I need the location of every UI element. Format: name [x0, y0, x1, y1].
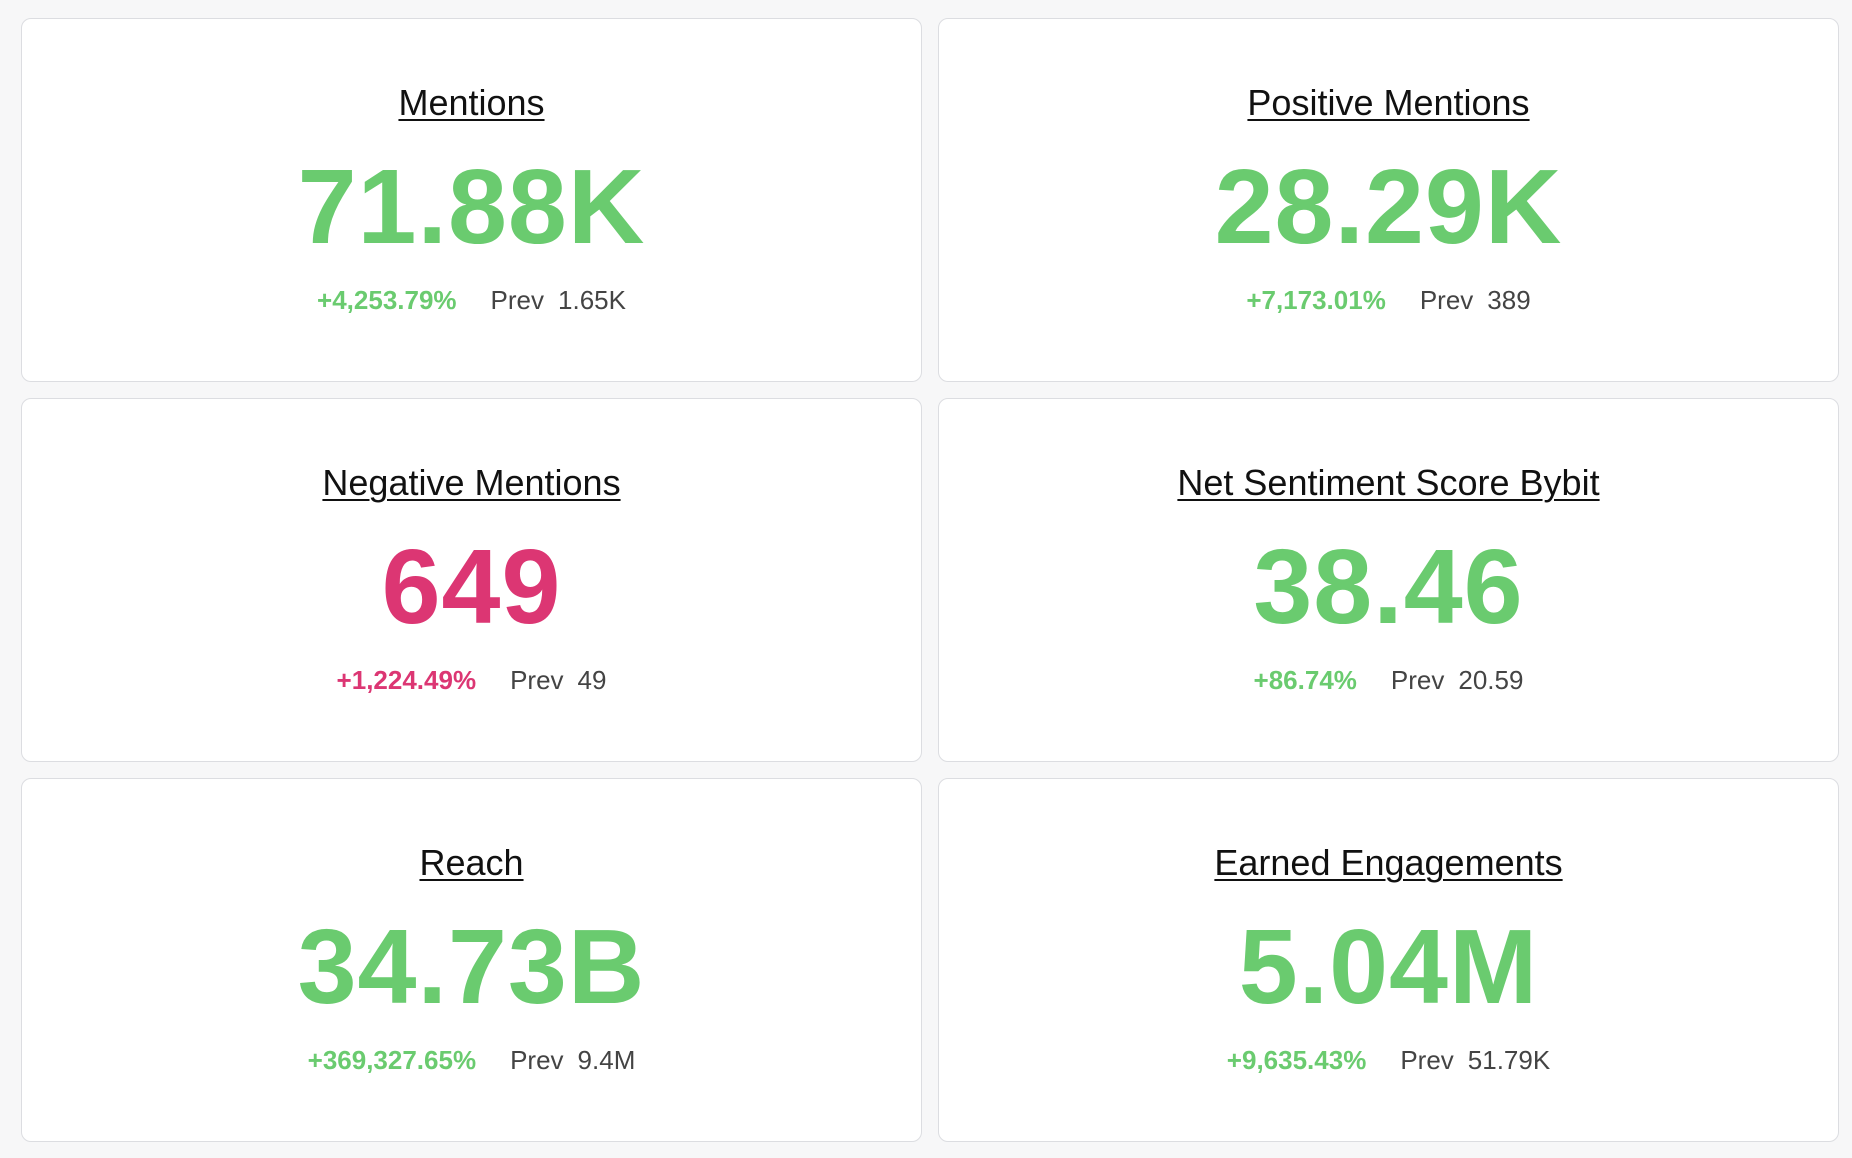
metric-comparison: +86.74% Prev 20.59 — [939, 663, 1838, 697]
metric-comparison: +4,253.79% Prev 1.65K — [22, 283, 921, 317]
metric-title-link[interactable]: Mentions — [398, 82, 545, 123]
metrics-grid: Mentions 71.88K +4,253.79% Prev 1.65K Posi… — [21, 18, 1839, 1142]
metric-card-mentions: Mentions 71.88K +4,253.79% Prev 1.65K — [21, 18, 922, 382]
metric-change: +7,173.01% — [1246, 285, 1386, 315]
metric-title-link[interactable]: Earned Engagements — [1214, 842, 1563, 883]
metric-title-link[interactable]: Net Sentiment Score Bybit — [1177, 462, 1600, 503]
metric-comparison: +7,173.01% Prev 389 — [939, 283, 1838, 317]
prev-label: Prev — [510, 665, 564, 695]
metric-change: +1,224.49% — [336, 665, 477, 695]
prev-value: 1.65K — [558, 285, 626, 315]
metric-card-reach: Reach 34.73B +369,327.65% Prev 9.4M — [21, 778, 922, 1142]
metric-value: 71.88K — [297, 148, 646, 266]
metric-value: 28.29K — [1214, 148, 1563, 266]
prev-label: Prev — [1419, 285, 1474, 315]
metric-card-negative-mentions: Negative Mentions 649 +1,224.49% Prev 49 — [21, 398, 922, 762]
prev-value: 9.4M — [577, 1045, 636, 1075]
metric-change: +369,327.65% — [307, 1045, 477, 1075]
metric-value: 649 — [381, 528, 562, 646]
metric-value: 5.04M — [1238, 908, 1539, 1026]
metric-card-positive-mentions: Positive Mentions 28.29K +7,173.01% Prev 3… — [938, 18, 1839, 382]
metric-title-link[interactable]: Negative Mentions — [322, 462, 621, 503]
prev-label: Prev — [490, 285, 545, 315]
metric-value: 34.73B — [297, 908, 646, 1026]
prev-label: Prev — [510, 1045, 564, 1075]
metric-comparison: +369,327.65% Prev 9.4M — [22, 1043, 921, 1077]
prev-value: 20.59 — [1458, 665, 1524, 695]
metric-card-net-sentiment-score: Net Sentiment Score Bybit 38.46 +86.74% P… — [938, 398, 1839, 762]
prev-value: 49 — [577, 665, 607, 695]
metric-card-earned-engagements: Earned Engagements 5.04M +9,635.43% Prev 5… — [938, 778, 1839, 1142]
prev-label: Prev — [1390, 665, 1445, 695]
metric-change: +4,253.79% — [317, 285, 457, 315]
metric-title-link[interactable]: Reach — [419, 842, 524, 883]
prev-label: Prev — [1400, 1045, 1454, 1075]
metric-value: 38.46 — [1253, 528, 1524, 646]
metric-comparison: +1,224.49% Prev 49 — [22, 663, 921, 697]
metric-change: +86.74% — [1253, 665, 1357, 695]
metric-change: +9,635.43% — [1226, 1045, 1367, 1075]
prev-value: 51.79K — [1467, 1045, 1551, 1075]
metric-comparison: +9,635.43% Prev 51.79K — [939, 1043, 1838, 1077]
metric-title-link[interactable]: Positive Mentions — [1247, 82, 1530, 123]
prev-value: 389 — [1487, 285, 1531, 315]
